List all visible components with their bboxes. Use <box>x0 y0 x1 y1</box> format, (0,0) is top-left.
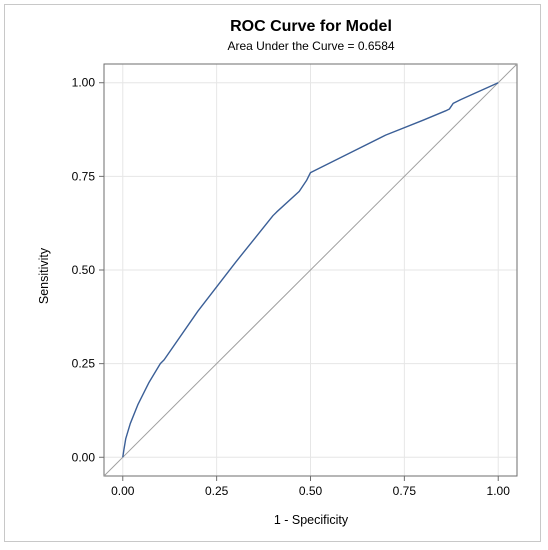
series-layer <box>122 82 499 458</box>
y-tick-label: 0.25 <box>72 357 96 371</box>
grid-lines <box>104 64 517 476</box>
chart-title: ROC Curve for Model <box>230 18 392 35</box>
y-axis-ticks: 0.00 0.25 0.50 0.75 1.00 <box>72 76 104 464</box>
y-tick-label: 0.50 <box>72 263 96 277</box>
y-tick-label: 0.00 <box>72 450 96 464</box>
x-tick-label: 0.50 <box>299 484 323 498</box>
x-axis-ticks: 0.00 0.25 0.50 0.75 1.00 <box>111 476 510 498</box>
x-tick-label: 1.00 <box>487 484 511 498</box>
x-tick-label: 0.00 <box>111 484 135 498</box>
reference-diagonal-line <box>103 63 518 477</box>
x-axis-label: 1 - Specificity <box>274 513 349 527</box>
chart-subtitle: Area Under the Curve = 0.6584 <box>227 39 394 53</box>
x-tick-label: 0.75 <box>393 484 417 498</box>
reference-line-layer <box>103 63 518 477</box>
y-tick-label: 1.00 <box>72 76 96 90</box>
roc-curve-line <box>122 82 499 458</box>
y-axis-label: Sensitivity <box>37 247 51 304</box>
chart-frame <box>4 4 541 542</box>
y-tick-label: 0.75 <box>72 169 96 183</box>
x-tick-label: 0.25 <box>205 484 229 498</box>
